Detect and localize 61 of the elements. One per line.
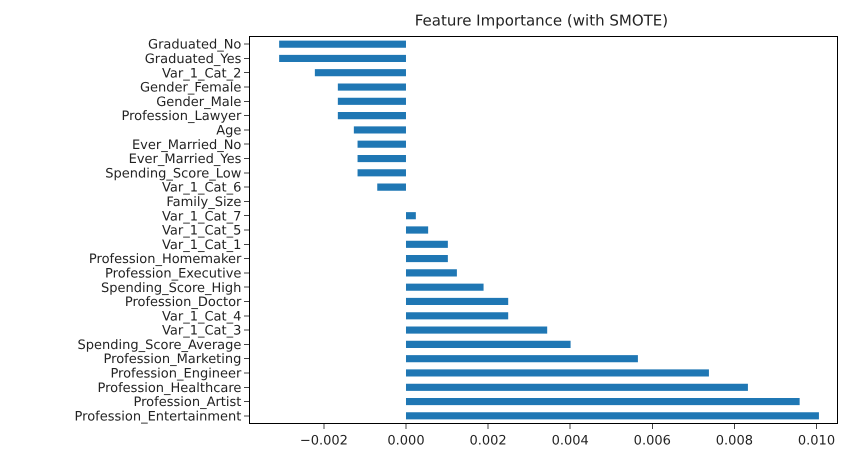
y-tick-label: Profession_Healthcare xyxy=(97,380,242,396)
y-tick-label: Profession_Executive xyxy=(105,266,242,282)
bar xyxy=(406,312,508,320)
x-tick-label: 0.000 xyxy=(387,434,425,449)
bar xyxy=(406,326,548,334)
y-tick-label: Profession_Artist xyxy=(134,395,242,410)
bar xyxy=(279,54,406,62)
bar xyxy=(406,284,484,291)
bar xyxy=(338,112,406,120)
bar xyxy=(358,169,406,176)
x-tick-label: −0.002 xyxy=(300,434,348,449)
bar xyxy=(377,184,406,191)
bar xyxy=(358,140,406,148)
y-tick-label: Var_1_Cat_4 xyxy=(162,309,242,324)
bar xyxy=(354,126,406,134)
bar xyxy=(406,298,508,306)
bar xyxy=(406,398,800,406)
bar xyxy=(406,255,448,262)
y-tick-label: Var_1_Cat_2 xyxy=(162,66,242,82)
y-tick-label: Var_1_Cat_1 xyxy=(162,238,242,253)
bar xyxy=(406,340,571,348)
bar xyxy=(406,240,448,248)
bar xyxy=(406,269,457,276)
x-tick-label: 0.004 xyxy=(552,434,589,449)
bar xyxy=(406,384,748,391)
y-tick-label: Spending_Score_Average xyxy=(78,338,242,353)
y-tick-label: Var_1_Cat_5 xyxy=(162,224,242,239)
bar xyxy=(314,69,406,76)
x-tick-label: 0.008 xyxy=(716,434,753,449)
chart-title: Feature Importance (with SMOTE) xyxy=(414,11,668,30)
x-tick-label: 0.006 xyxy=(634,434,671,449)
bar xyxy=(406,355,638,362)
y-tick-label: Var_1_Cat_7 xyxy=(162,209,242,224)
bar xyxy=(279,40,406,48)
y-tick-label: Profession_Engineer xyxy=(110,366,242,382)
bar xyxy=(406,412,819,420)
y-tick-label: Var_1_Cat_3 xyxy=(162,324,242,339)
bar xyxy=(338,98,406,105)
bar xyxy=(338,83,406,91)
x-tick-label: 0.002 xyxy=(469,434,507,449)
bar xyxy=(358,154,406,162)
bar xyxy=(406,226,428,234)
y-tick-label: Profession_Entertainment xyxy=(74,409,242,424)
y-tick-label: Profession_Homemaker xyxy=(88,252,242,268)
y-tick-label: Ever_Married_No xyxy=(132,138,242,153)
y-tick-label: Profession_Doctor xyxy=(124,295,242,310)
y-tick-label: Profession_Marketing xyxy=(104,352,242,368)
y-tick-label: Ever_Married_Yes xyxy=(128,152,242,168)
y-tick-label: Gender_Male xyxy=(156,94,242,110)
y-tick-label: Family_Size xyxy=(166,194,242,210)
y-tick-label: Graduated_No xyxy=(148,38,242,53)
y-tick-label: Spending_Score_Low xyxy=(105,166,242,182)
y-tick-label: Var_1_Cat_6 xyxy=(162,180,242,196)
y-tick-label: Age xyxy=(216,123,242,138)
y-tick-label: Spending_Score_High xyxy=(101,280,242,296)
y-tick-label: Profession_Lawyer xyxy=(121,109,242,124)
x-tick-label: 0.010 xyxy=(798,434,836,449)
bar xyxy=(406,369,709,377)
y-tick-label: Graduated_Yes xyxy=(144,52,242,67)
y-tick-label: Gender_Female xyxy=(140,80,242,96)
bar xyxy=(406,212,416,220)
